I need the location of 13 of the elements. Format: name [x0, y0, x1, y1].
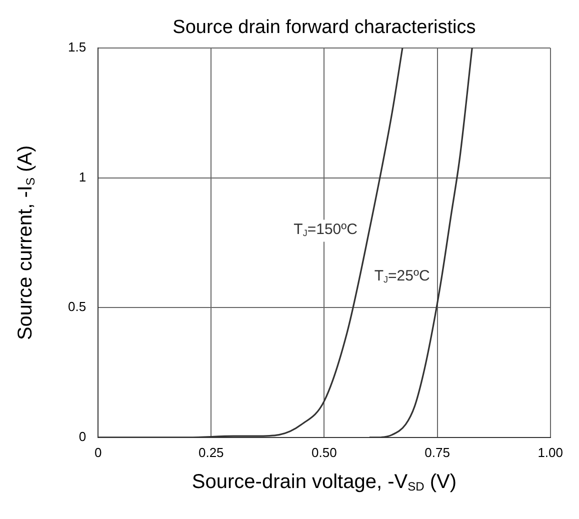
- series-label: TJ=25ºC: [374, 268, 430, 285]
- x-tick-label: 0.75: [424, 444, 450, 460]
- y-tick-label: 0.5: [68, 299, 86, 314]
- y-tick-label: 1.5: [68, 40, 86, 55]
- chart-title: Source drain forward characteristics: [172, 17, 476, 38]
- y-axis-title: Source current, -IS (A): [14, 145, 38, 340]
- x-tick-label: 0.50: [312, 444, 337, 460]
- x-tick-label: 0: [94, 444, 102, 460]
- x-tick-label: 1.00: [538, 444, 564, 460]
- y-tick-label: 1: [78, 169, 86, 184]
- y-tick-label: 0: [78, 428, 86, 444]
- series-label: TJ=150ºC: [294, 220, 358, 238]
- x-tick-label: 0.25: [198, 444, 224, 460]
